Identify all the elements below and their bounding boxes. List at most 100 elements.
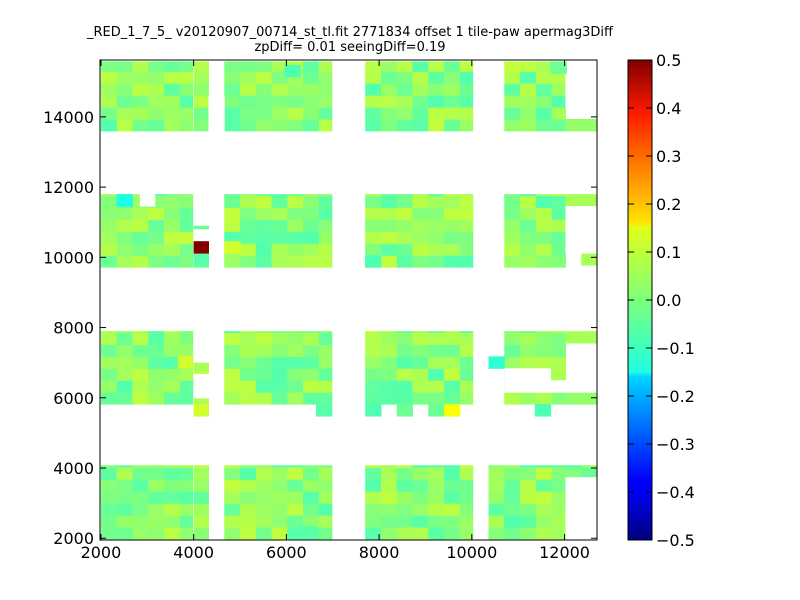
heatmap-cell xyxy=(444,195,461,208)
heatmap-cell xyxy=(520,503,537,516)
x-tick-label: 10000 xyxy=(446,543,497,562)
heatmap-cell xyxy=(412,207,429,220)
heatmap-cell xyxy=(100,465,118,468)
heatmap-cell xyxy=(179,207,194,220)
heatmap-cell xyxy=(551,527,566,540)
heatmap-cell xyxy=(318,392,333,405)
heatmap-cell xyxy=(303,467,320,480)
heatmap-cell xyxy=(100,331,118,333)
heatmap-cell xyxy=(504,61,521,72)
heatmap-cell xyxy=(412,255,429,268)
heatmap-cell xyxy=(520,356,537,369)
heatmap-cell xyxy=(365,356,382,369)
heatmap-cell xyxy=(116,527,133,540)
heatmap-cell xyxy=(163,356,181,369)
heatmap-cells xyxy=(100,59,598,540)
heatmap-cell xyxy=(255,332,273,345)
heatmap-cell xyxy=(148,344,165,357)
heatmap-cell xyxy=(224,255,241,268)
heatmap-cell xyxy=(287,465,304,468)
heatmap-cell xyxy=(551,95,566,108)
heatmap-cell xyxy=(535,83,553,96)
heatmap-cell xyxy=(459,219,474,232)
heatmap-cell xyxy=(303,243,320,256)
heatmap-cell xyxy=(271,491,288,504)
heatmap-cell xyxy=(100,195,118,208)
heatmap-cell xyxy=(396,332,413,345)
heatmap-cell xyxy=(303,95,320,108)
heatmap-cell xyxy=(224,219,241,232)
heatmap-cell xyxy=(459,331,474,333)
heatmap-cell xyxy=(504,195,521,208)
heatmap-cell xyxy=(428,243,445,256)
heatmap-cell xyxy=(271,255,288,268)
heatmap-cell xyxy=(193,479,209,492)
heatmap-cell xyxy=(504,194,521,197)
heatmap-cell xyxy=(380,243,398,256)
heatmap-cell xyxy=(193,467,209,480)
heatmap-cell xyxy=(535,467,553,480)
heatmap-cell xyxy=(551,243,566,256)
heatmap-cell xyxy=(365,207,382,220)
heatmap-cell xyxy=(318,503,333,516)
heatmap-gap xyxy=(208,95,225,132)
heatmap-cell xyxy=(240,231,257,244)
heatmap-cell xyxy=(179,479,194,492)
heatmap-cell xyxy=(179,515,194,528)
heatmap-cell xyxy=(380,255,398,268)
heatmap-cell xyxy=(240,195,257,208)
heatmap-cell xyxy=(163,231,181,244)
heatmap-cell xyxy=(179,380,194,393)
heatmap-cell xyxy=(287,219,304,232)
heatmap-cell xyxy=(535,465,553,468)
heatmap-cell xyxy=(132,71,149,84)
heatmap-cell xyxy=(132,368,149,381)
heatmap-cell xyxy=(459,515,474,528)
heatmap-cell xyxy=(365,71,382,84)
heatmap-cell xyxy=(163,332,181,345)
heatmap-cell xyxy=(148,207,165,220)
heatmap-cell xyxy=(132,255,149,268)
heatmap-cell xyxy=(380,467,398,480)
heatmap-cell xyxy=(163,527,181,540)
heatmap-cell xyxy=(520,465,537,468)
heatmap-cell xyxy=(148,71,165,84)
heatmap-cell xyxy=(318,195,333,208)
heatmap-cell xyxy=(132,491,149,504)
heatmap-cell xyxy=(163,515,181,528)
heatmap-cell xyxy=(504,83,521,96)
heatmap-cell xyxy=(412,332,429,345)
colorbar-tick-label: 0.0 xyxy=(656,291,681,310)
heatmap-cell xyxy=(459,118,474,132)
heatmap-cell xyxy=(380,118,398,132)
heatmap-cell xyxy=(287,380,304,393)
heatmap-cell xyxy=(488,527,505,540)
heatmap-cell xyxy=(163,331,181,333)
heatmap-cell xyxy=(179,491,194,504)
heatmap-cell xyxy=(224,194,241,197)
heatmap-cell xyxy=(271,194,288,197)
heatmap-cell xyxy=(303,332,320,345)
heatmap-cell xyxy=(504,479,521,492)
heatmap-cell xyxy=(148,95,165,108)
heatmap-cell xyxy=(428,404,445,417)
heatmap-cell xyxy=(318,491,333,504)
heatmap-cell xyxy=(179,503,194,516)
heatmap-cell xyxy=(380,331,398,333)
heatmap-cell xyxy=(365,219,382,232)
colorbar-ticks: 0.5 0.4 0.3 0.2 0.1 0.0 −0.1 −0.2 −0.3 −0.4 −0.5 xyxy=(628,51,695,550)
heatmap-cell xyxy=(488,465,505,468)
heatmap-gap xyxy=(534,380,598,393)
heatmap-cell xyxy=(551,195,566,208)
heatmap-cell xyxy=(163,71,181,84)
heatmap-cell xyxy=(303,231,320,244)
heatmap-cell xyxy=(255,231,273,244)
heatmap-cell xyxy=(163,243,181,256)
heatmap-cell xyxy=(380,231,398,244)
heatmap-cell xyxy=(444,467,461,480)
heatmap-cell xyxy=(116,71,133,84)
heatmap-cell xyxy=(444,491,461,504)
heatmap-cell xyxy=(100,527,118,540)
heatmap-cell xyxy=(380,207,398,220)
